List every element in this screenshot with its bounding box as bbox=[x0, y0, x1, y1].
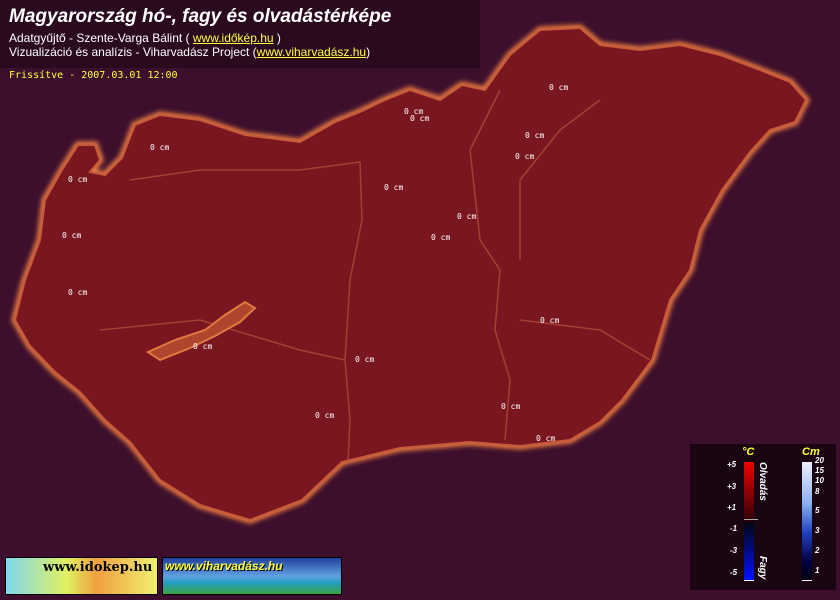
station-label: 0 cm bbox=[431, 233, 451, 242]
station-label: 0 cm bbox=[410, 114, 430, 123]
collector-text: Adatgyűjtő - Szente-Varga Bálint ( bbox=[9, 31, 193, 45]
legend-panel: °C +5 +3 +1 -1 -3 -5 Olvadás Fagy Cm 20 … bbox=[690, 444, 836, 590]
temp-tick: +5 bbox=[727, 460, 737, 469]
melt-label: Olvadás bbox=[757, 462, 768, 501]
station-label: 0 cm bbox=[549, 83, 569, 92]
idokep-banner-text: www.idokep.hu bbox=[43, 560, 153, 575]
viz-text: Vizualizáció és analízis - Viharvadász P… bbox=[9, 45, 257, 59]
viharvadasz-link[interactable]: www.viharvadász.hu bbox=[256, 45, 367, 59]
rivers bbox=[99, 89, 651, 463]
snow-tick: 1 bbox=[815, 566, 820, 575]
zero-marker bbox=[744, 519, 758, 520]
viharvadasz-banner-text: www.viharvadász.hu bbox=[165, 559, 283, 573]
station-label: 0 cm bbox=[315, 411, 335, 420]
page-title: Magyarország hó-, fagy és olvadástérképe bbox=[9, 6, 392, 27]
collector-credit: Adatgyűjtő - Szente-Varga Bálint ( www.i… bbox=[9, 31, 281, 45]
station-label: 0 cm bbox=[525, 131, 545, 140]
station-label: 0 cm bbox=[536, 434, 556, 443]
temp-color-bar bbox=[744, 462, 754, 581]
snow-unit: Cm bbox=[802, 446, 820, 458]
snow-tick: 2 bbox=[815, 546, 820, 555]
viz-suffix: ) bbox=[366, 45, 371, 59]
header-panel: Magyarország hó-, fagy és olvadástérképe… bbox=[0, 0, 480, 68]
snow-tick: 8 bbox=[815, 487, 820, 496]
snow-tick: 10 bbox=[815, 476, 824, 485]
station-label: 0 cm bbox=[150, 143, 170, 152]
station-label: 0 cm bbox=[515, 152, 535, 161]
viz-credit: Vizualizáció és analízis - Viharvadász P… bbox=[9, 45, 370, 59]
station-label: 0 cm bbox=[193, 342, 213, 351]
station-label: 0 cm bbox=[68, 175, 88, 184]
snow-tick: 5 bbox=[815, 506, 820, 515]
collector-suffix: ) bbox=[273, 31, 281, 45]
temp-tick: -3 bbox=[730, 546, 738, 555]
temp-unit: °C bbox=[742, 446, 755, 458]
station-label: 0 cm bbox=[68, 288, 88, 297]
station-label: 0 cm bbox=[384, 183, 404, 192]
temp-tick: +3 bbox=[727, 482, 737, 491]
snow-color-bar bbox=[802, 462, 812, 581]
lake-balaton bbox=[145, 300, 257, 362]
station-label: 0 cm bbox=[62, 231, 82, 240]
snow-tick: 3 bbox=[815, 526, 820, 535]
station-label: 0 cm bbox=[540, 316, 560, 325]
viharvadasz-banner[interactable]: www.viharvadász.hu bbox=[162, 557, 342, 595]
idokep-banner[interactable]: www.idokep.hu bbox=[5, 557, 158, 595]
station-label: 0 cm bbox=[501, 402, 521, 411]
temp-tick: +1 bbox=[727, 503, 737, 512]
country-land bbox=[13, 26, 808, 522]
idokep-link[interactable]: www.időkép.hu bbox=[192, 31, 274, 45]
station-label: 0 cm bbox=[457, 212, 477, 221]
frost-label: Fagy bbox=[757, 556, 768, 580]
updated-timestamp: Frissítve - 2007.03.01 12:00 bbox=[9, 70, 178, 81]
station-label: 0 cm bbox=[404, 107, 424, 116]
snow-tick: 15 bbox=[815, 466, 824, 475]
station-label: 0 cm bbox=[355, 355, 375, 364]
snow-tick: 20 bbox=[815, 456, 824, 465]
temp-tick: -1 bbox=[730, 524, 738, 533]
temp-tick: -5 bbox=[730, 568, 738, 577]
